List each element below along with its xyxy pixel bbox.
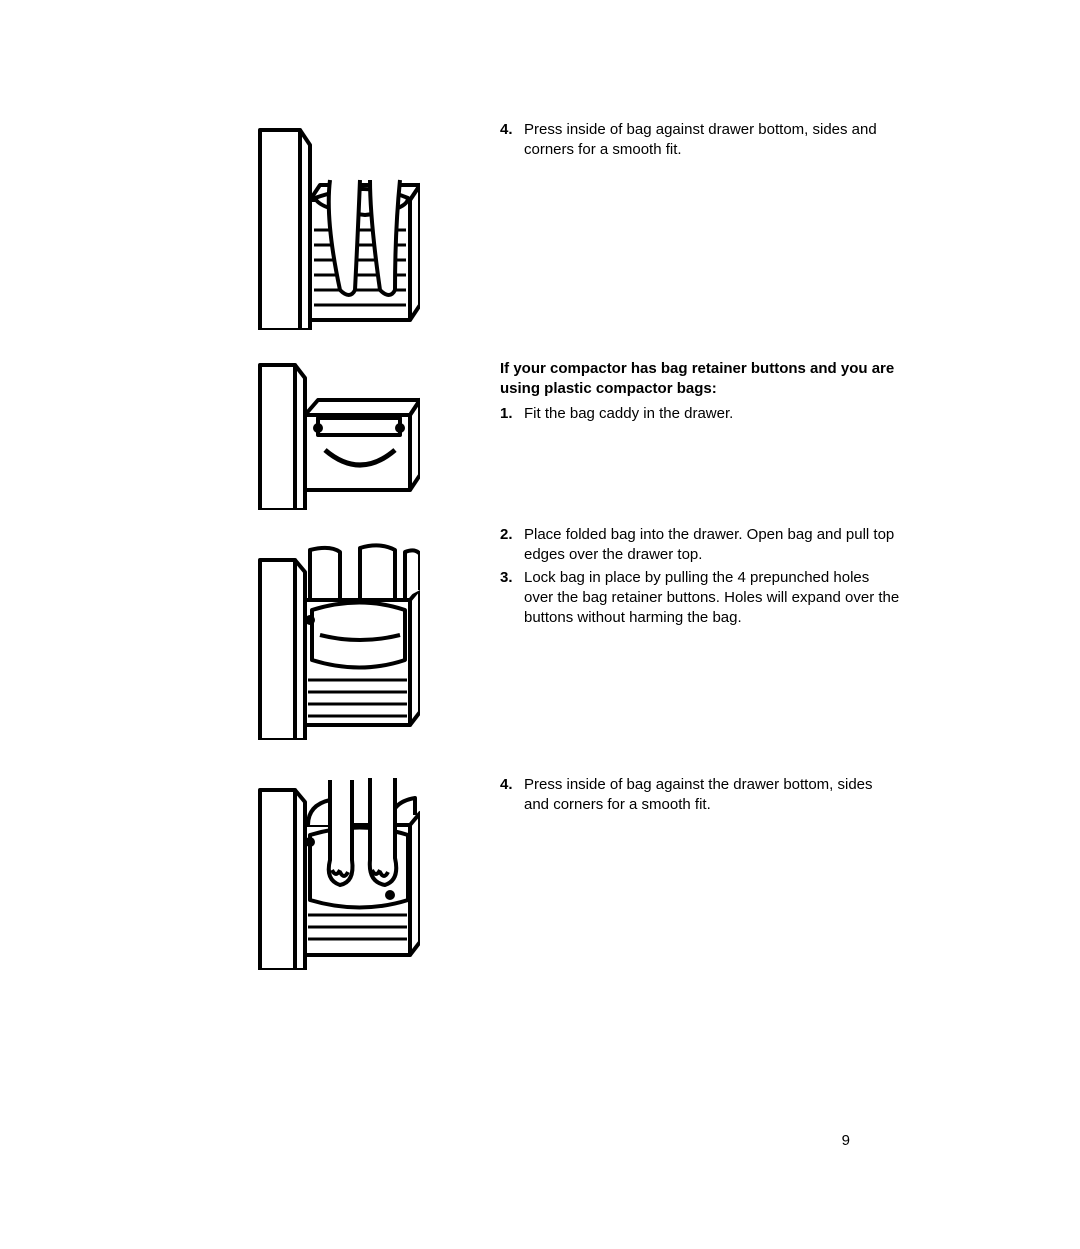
- step-number: 3.: [500, 568, 518, 629]
- illustration-column: [240, 120, 440, 970]
- steps-2-3: 2. Place folded bag into the drawer. Ope…: [500, 525, 900, 630]
- page: 4. Press inside of bag against drawer bo…: [0, 0, 1080, 1249]
- step-number: 4.: [500, 775, 518, 816]
- step-text: Lock bag in place by pulling the 4 prepu…: [524, 568, 900, 629]
- step-4-bottom: 4. Press inside of bag against the drawe…: [500, 775, 900, 818]
- step-2: 2. Place folded bag into the drawer. Ope…: [500, 525, 900, 566]
- step-number: 2.: [500, 525, 518, 566]
- step-number: 4.: [500, 120, 518, 161]
- content-grid: 4. Press inside of bag against drawer bo…: [240, 120, 880, 970]
- step-4-top: 4. Press inside of bag against drawer bo…: [500, 120, 900, 163]
- step-text: Press inside of bag against drawer botto…: [524, 120, 900, 161]
- illustration-caddy-icon: [240, 360, 420, 510]
- step-text: Place folded bag into the drawer. Open b…: [524, 525, 900, 566]
- step-1: 1. Fit the bag caddy in the drawer.: [500, 404, 900, 424]
- section-heading: If your compactor has bag retainer butto…: [500, 359, 900, 400]
- text-column: 4. Press inside of bag against drawer bo…: [500, 120, 900, 970]
- step-text: Fit the bag caddy in the drawer.: [524, 404, 733, 424]
- illustration-press-inside-icon: [240, 770, 420, 970]
- page-number: 9: [842, 1132, 850, 1149]
- step-text: Press inside of bag against the drawer b…: [524, 775, 900, 816]
- step-number: 1.: [500, 404, 518, 424]
- illustration-press-bag-icon: [240, 120, 420, 330]
- illustration-lock-bag-icon: [240, 540, 420, 740]
- step-3: 3. Lock bag in place by pulling the 4 pr…: [500, 568, 900, 629]
- section-heading-block: If your compactor has bag retainer butto…: [500, 355, 900, 426]
